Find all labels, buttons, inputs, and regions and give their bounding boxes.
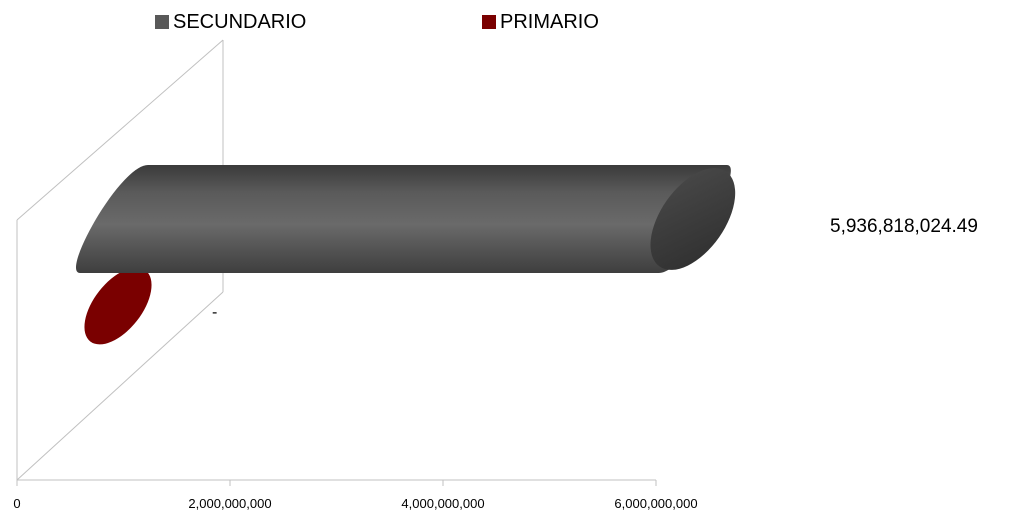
- frame-mid-diagonal: [16, 291, 224, 481]
- data-label-secundario: 5,936,818,024.49: [830, 216, 978, 237]
- x-tick-label: 0: [13, 496, 20, 511]
- bars: [75, 165, 736, 345]
- frame-top-diagonal: [16, 39, 224, 221]
- x-axis: 0 2,000,000,000 4,000,000,000 6,000,000,000: [13, 480, 698, 511]
- bar-secundario: [75, 165, 731, 273]
- chart-3d-frame: [16, 39, 656, 481]
- x-tick-label: 4,000,000,000: [401, 496, 484, 511]
- data-label-primario: -: [212, 304, 217, 321]
- legend-swatch-primario: [482, 15, 496, 29]
- legend-label-primario: PRIMARIO: [500, 10, 599, 33]
- x-tick-label: 2,000,000,000: [188, 496, 271, 511]
- bar-secundario-end-cap: [650, 168, 736, 270]
- bar-primario: [84, 267, 152, 345]
- legend-label-secundario: SECUNDARIO: [173, 10, 307, 33]
- legend-item-primario: PRIMARIO: [482, 8, 599, 36]
- legend-swatch-secundario: [155, 15, 169, 29]
- legend-item-secundario: SECUNDARIO: [155, 8, 306, 36]
- x-tick-label: 6,000,000,000: [614, 496, 697, 511]
